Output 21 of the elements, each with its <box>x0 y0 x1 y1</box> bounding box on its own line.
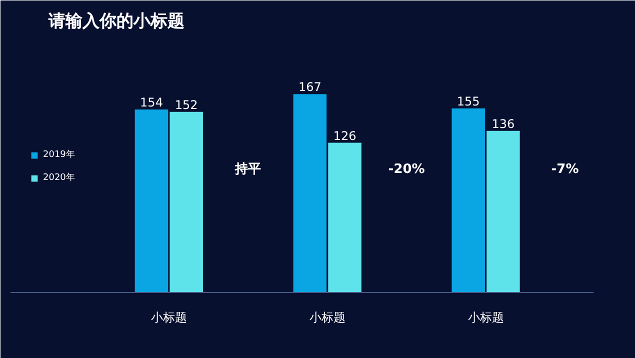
legend-label: 2020年 <box>43 172 75 184</box>
annotation: -7% <box>551 162 579 177</box>
x-tick-label: 小标题 <box>150 310 187 324</box>
data-label: 126 <box>333 128 356 143</box>
chart-title: 请输入你的小标题 <box>48 12 184 32</box>
data-label: 167 <box>298 80 322 94</box>
bar <box>486 130 520 292</box>
annotation: 持平 <box>234 162 262 177</box>
bar <box>452 108 485 292</box>
data-label: 152 <box>174 98 198 112</box>
legend-label: 2019年 <box>43 148 75 161</box>
bar <box>134 110 168 292</box>
bar <box>328 142 362 292</box>
data-label: 136 <box>492 116 515 131</box>
bar <box>170 112 203 292</box>
data-label: 155 <box>456 94 480 108</box>
x-tick-label: 小标题 <box>468 310 504 324</box>
annotation: -20% <box>388 162 425 177</box>
data-label: 154 <box>140 96 163 110</box>
x-tick-label: 小标题 <box>309 310 346 324</box>
bar <box>293 94 327 292</box>
